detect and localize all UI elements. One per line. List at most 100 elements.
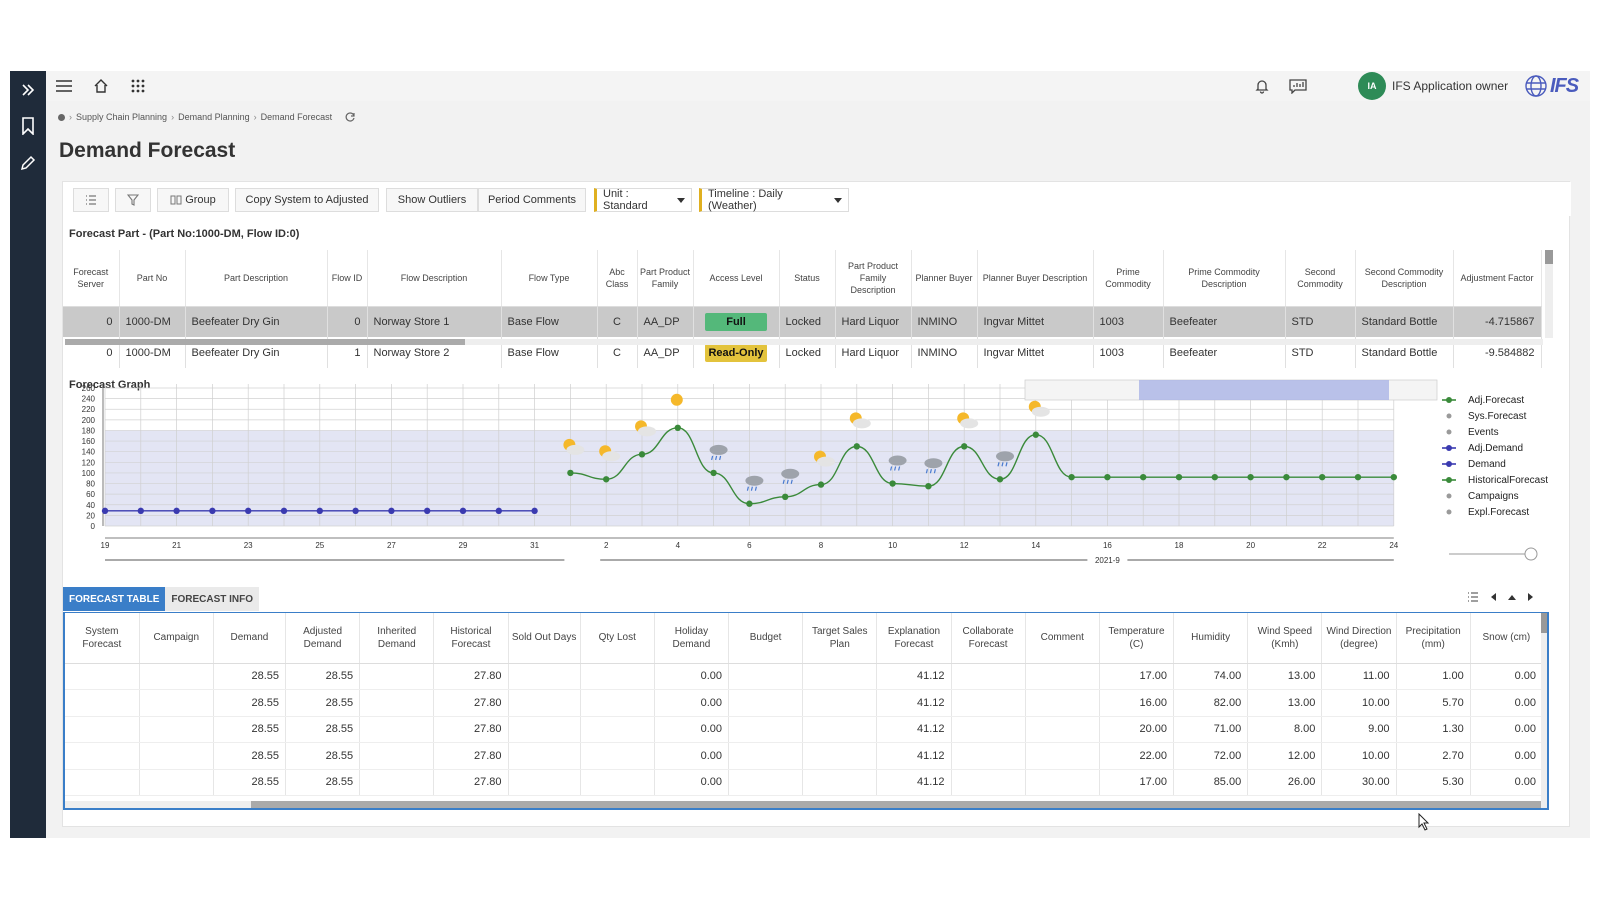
table-cell[interactable]: 10.00 bbox=[1321, 689, 1397, 717]
column-header[interactable]: Second Commodity bbox=[1285, 250, 1356, 307]
table-cell[interactable]: 28.55 bbox=[213, 716, 287, 743]
table-cell[interactable] bbox=[139, 742, 214, 770]
column-header[interactable]: Access Level bbox=[693, 250, 780, 307]
table-cell[interactable]: 28.55 bbox=[285, 663, 361, 690]
table-cell[interactable]: 20.00 bbox=[1099, 716, 1175, 743]
refresh-icon[interactable] bbox=[344, 111, 356, 123]
zoom-slider-handle[interactable] bbox=[1524, 547, 1538, 561]
table-row[interactable]: 28.55 28.55 27.80 0.00 41.12 17.00 85.00 26.00 3… bbox=[65, 769, 1544, 796]
column-header[interactable]: Budget bbox=[728, 613, 804, 664]
table-cell[interactable] bbox=[65, 716, 140, 743]
timeline-select[interactable]: Timeline : Daily (Weather) bbox=[699, 188, 849, 212]
column-header[interactable]: Temperature (C) bbox=[1099, 613, 1175, 664]
table-cell[interactable] bbox=[802, 689, 878, 717]
table-cell[interactable] bbox=[359, 769, 435, 796]
vertical-scrollbar[interactable] bbox=[1545, 250, 1553, 338]
table-cell[interactable] bbox=[508, 689, 581, 717]
table-cell[interactable] bbox=[728, 663, 804, 690]
data-point[interactable] bbox=[674, 424, 681, 432]
table-cell[interactable] bbox=[1025, 742, 1100, 770]
horizontal-scrollbar[interactable] bbox=[65, 801, 1541, 808]
table-cell[interactable] bbox=[951, 769, 1026, 796]
table-cell[interactable] bbox=[728, 742, 804, 770]
data-point[interactable] bbox=[101, 507, 109, 515]
data-point[interactable] bbox=[137, 507, 144, 515]
data-point[interactable] bbox=[961, 443, 968, 450]
column-header[interactable]: Adjusted Demand bbox=[285, 613, 361, 664]
data-point[interactable] bbox=[925, 482, 932, 490]
table-cell[interactable] bbox=[580, 742, 655, 770]
table-cell[interactable]: 74.00 bbox=[1173, 663, 1249, 690]
table-cell[interactable]: 11.00 bbox=[1321, 663, 1397, 690]
breadcrumb-item[interactable]: Supply Chain Planning bbox=[76, 112, 168, 122]
table-cell[interactable]: 28.55 bbox=[213, 689, 287, 717]
table-cell[interactable] bbox=[802, 769, 878, 796]
copy-system-to-adjusted-button[interactable]: Copy System to Adjusted bbox=[235, 188, 379, 212]
table-cell[interactable] bbox=[951, 716, 1026, 743]
table-cell[interactable]: 71.00 bbox=[1173, 716, 1249, 743]
edit-button[interactable] bbox=[10, 144, 46, 182]
notifications-button[interactable] bbox=[1252, 76, 1272, 96]
data-point[interactable] bbox=[245, 507, 252, 515]
list-view-button[interactable] bbox=[73, 188, 109, 212]
messages-button[interactable] bbox=[1288, 76, 1308, 96]
column-header[interactable]: Abc Class bbox=[597, 250, 638, 307]
table-cell[interactable] bbox=[359, 742, 435, 770]
data-point[interactable] bbox=[352, 507, 359, 515]
data-point[interactable] bbox=[316, 507, 323, 515]
data-point[interactable] bbox=[1140, 473, 1147, 481]
table-cell[interactable]: 0.00 bbox=[654, 716, 730, 743]
horizontal-scrollbar[interactable] bbox=[65, 339, 1543, 345]
table-cell[interactable]: 5.30 bbox=[1396, 769, 1471, 796]
table-cell[interactable]: 8.00 bbox=[1247, 716, 1323, 743]
table-row[interactable]: 28.55 28.55 27.80 0.00 41.12 22.00 72.00 12.00 1… bbox=[65, 742, 1544, 770]
column-header[interactable]: Comment bbox=[1025, 613, 1100, 664]
column-header[interactable]: Holiday Demand bbox=[654, 613, 730, 664]
table-cell[interactable]: 13.00 bbox=[1247, 689, 1323, 717]
table-cell[interactable] bbox=[802, 742, 878, 770]
table-cell[interactable]: 9.00 bbox=[1321, 716, 1397, 743]
table-cell[interactable]: 41.12 bbox=[876, 769, 952, 796]
table-cell[interactable] bbox=[728, 769, 804, 796]
data-point[interactable] bbox=[567, 469, 574, 477]
apps-button[interactable] bbox=[128, 76, 148, 96]
table-cell[interactable]: 28.55 bbox=[285, 689, 361, 717]
data-point[interactable] bbox=[746, 500, 753, 507]
table-cell[interactable] bbox=[65, 689, 140, 717]
vertical-scrollbar[interactable] bbox=[1541, 613, 1547, 808]
table-cell[interactable]: 27.80 bbox=[433, 742, 509, 770]
table-cell[interactable] bbox=[508, 742, 581, 770]
data-point[interactable] bbox=[853, 443, 860, 450]
table-cell[interactable] bbox=[65, 742, 140, 770]
table-cell[interactable]: 41.12 bbox=[876, 742, 952, 770]
data-point[interactable] bbox=[817, 481, 825, 488]
table-cell[interactable] bbox=[139, 716, 214, 743]
table-cell[interactable] bbox=[359, 663, 435, 690]
table-cell[interactable]: 41.12 bbox=[876, 689, 952, 717]
column-header[interactable]: Target Sales Plan bbox=[802, 613, 878, 664]
table-cell[interactable] bbox=[580, 716, 655, 743]
table-cell[interactable]: 0.00 bbox=[654, 742, 730, 770]
column-header[interactable]: Prime Commodity bbox=[1093, 250, 1164, 307]
data-point[interactable] bbox=[1068, 473, 1075, 481]
table-cell[interactable] bbox=[580, 689, 655, 717]
column-header[interactable]: Part Description bbox=[185, 250, 328, 307]
data-point[interactable] bbox=[996, 476, 1004, 483]
legend-item[interactable]: Adj.Demand bbox=[1468, 443, 1523, 454]
data-point[interactable] bbox=[1319, 473, 1326, 481]
column-header[interactable]: Planner Buyer Description bbox=[977, 250, 1094, 307]
table-cell[interactable]: 22.00 bbox=[1099, 742, 1175, 770]
table-cell[interactable] bbox=[65, 663, 140, 690]
column-header[interactable]: Precipitation (mm) bbox=[1396, 613, 1471, 664]
legend-item[interactable]: HistoricalForecast bbox=[1468, 475, 1548, 486]
table-cell[interactable]: 17.00 bbox=[1099, 663, 1175, 690]
table-cell[interactable]: 0.00 bbox=[654, 769, 730, 796]
expand-rail-button[interactable] bbox=[10, 71, 46, 109]
data-point[interactable] bbox=[782, 493, 789, 501]
column-header[interactable]: Forecast Server bbox=[63, 250, 120, 307]
column-header[interactable]: Flow Description bbox=[367, 250, 502, 307]
column-header[interactable]: Wind Direction (degree) bbox=[1321, 613, 1397, 664]
legend-item[interactable]: Events bbox=[1468, 427, 1499, 438]
column-header[interactable]: Historical Forecast bbox=[433, 613, 509, 664]
column-header[interactable]: Prime Commodity Description bbox=[1163, 250, 1286, 307]
